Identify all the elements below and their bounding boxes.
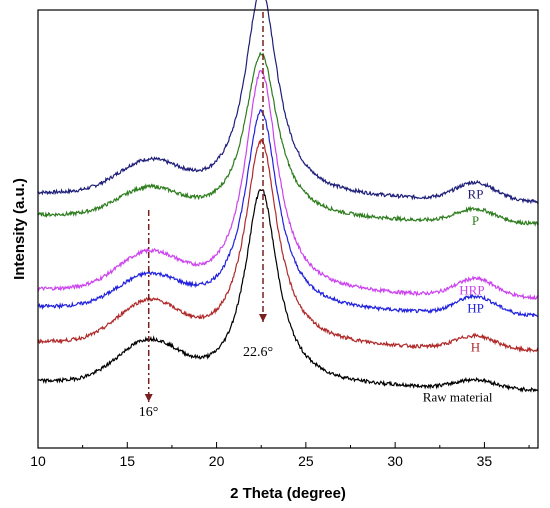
series-curves <box>37 0 539 393</box>
series-line-hrp <box>37 69 539 301</box>
x-tick-label: 25 <box>298 453 314 469</box>
series-label-hrp: HRP <box>459 283 484 298</box>
x-tick-label: 35 <box>477 453 493 469</box>
peak-markers <box>144 12 267 402</box>
x-axis-ticks: 10 15 20 25 30 35 <box>30 442 530 469</box>
annotation-16: 16° <box>139 405 159 420</box>
x-tick-label: 20 <box>209 453 225 469</box>
x-tick-label: 10 <box>30 453 46 469</box>
series-label-rp: RP <box>468 186 484 201</box>
series-label-p: P <box>472 213 479 228</box>
y-axis-title: Intensity (a.u.) <box>11 178 28 280</box>
marker-22-6-arrow <box>259 314 267 322</box>
series-line-p <box>37 52 539 227</box>
series-line-hp <box>37 108 539 318</box>
series-line-h <box>37 138 539 354</box>
marker-16-arrow <box>144 394 153 402</box>
annotation-22-6: 22.6° <box>243 345 273 360</box>
series-line-raw-material <box>37 188 539 393</box>
series-label-h: H <box>471 340 480 355</box>
x-tick-label: 15 <box>119 453 135 469</box>
x-tick-label: 30 <box>387 453 403 469</box>
series-labels: RP P HRP HP H Raw material <box>423 186 493 404</box>
series-label-raw-material: Raw material <box>423 390 493 405</box>
x-axis-title: 2 Theta (degree) <box>230 485 346 502</box>
series-line-rp <box>37 0 539 205</box>
plot-frame <box>37 9 539 449</box>
series-label-hp: HP <box>467 300 484 315</box>
